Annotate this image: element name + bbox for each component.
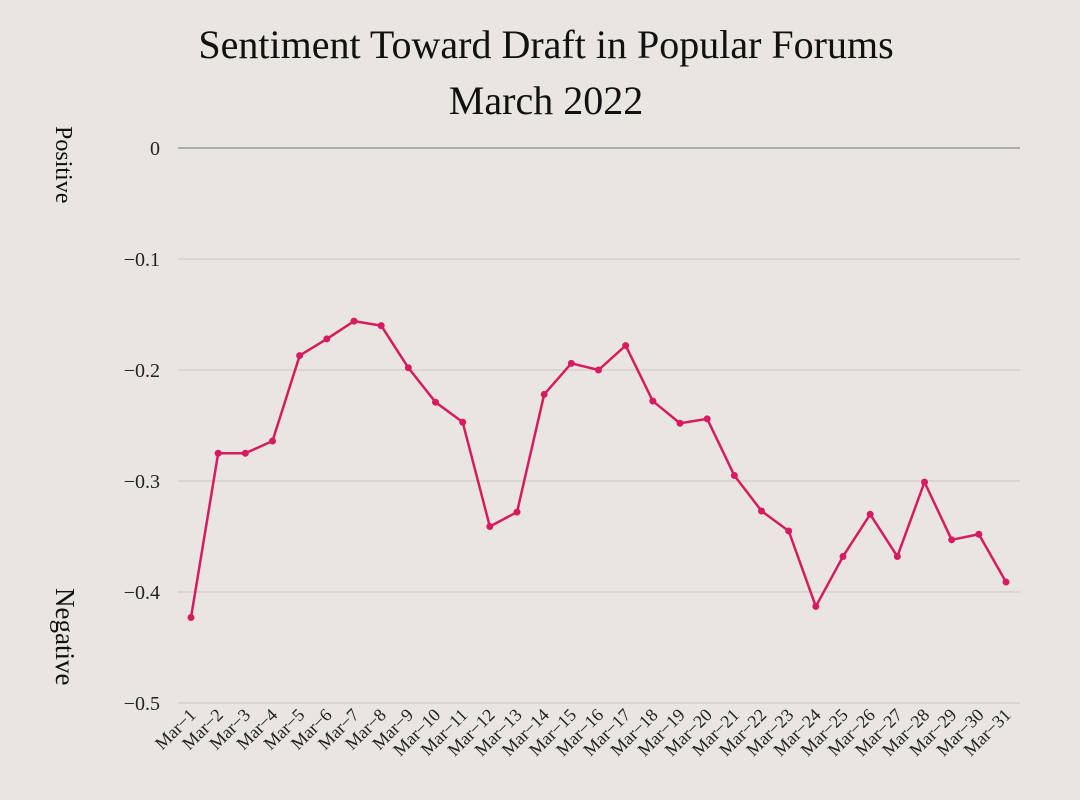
y-tick-label: −0.4	[124, 582, 160, 604]
data-point	[486, 523, 494, 531]
y-tick-label: −0.1	[124, 249, 160, 271]
series-line	[189, 319, 1008, 618]
chart-title: Sentiment Toward Draft in Popular Forums	[198, 22, 894, 67]
y-tick-label: −0.3	[124, 471, 160, 493]
data-point	[567, 359, 575, 367]
data-point	[404, 364, 412, 372]
data-point	[595, 366, 602, 374]
data-point	[730, 471, 738, 479]
data-point	[893, 552, 901, 560]
data-point	[839, 552, 847, 560]
y-tick-label: 0	[150, 138, 160, 160]
data-point	[187, 614, 195, 622]
data-point	[1002, 578, 1010, 586]
data-point	[432, 398, 439, 406]
data-point	[812, 602, 820, 610]
y-tick-label: −0.5	[124, 693, 160, 715]
data-point	[921, 478, 928, 486]
y-tick-label: −0.2	[124, 360, 160, 382]
data-point	[703, 415, 711, 423]
data-point	[649, 397, 657, 405]
data-point	[540, 390, 548, 398]
data-point	[296, 352, 304, 360]
data-point	[975, 530, 983, 538]
data-point	[323, 335, 331, 343]
data-point	[459, 418, 467, 426]
data-point	[350, 317, 358, 325]
data-point	[377, 322, 385, 330]
data-point	[513, 508, 521, 516]
data-point	[214, 449, 222, 457]
data-point	[269, 437, 276, 445]
data-point	[866, 510, 874, 518]
data-point	[948, 536, 956, 544]
data-point	[241, 449, 249, 457]
data-point	[676, 419, 684, 427]
data-point	[785, 527, 793, 535]
data-point	[622, 342, 630, 350]
data-point	[758, 507, 765, 515]
chart-subtitle: March 2022	[448, 78, 644, 123]
